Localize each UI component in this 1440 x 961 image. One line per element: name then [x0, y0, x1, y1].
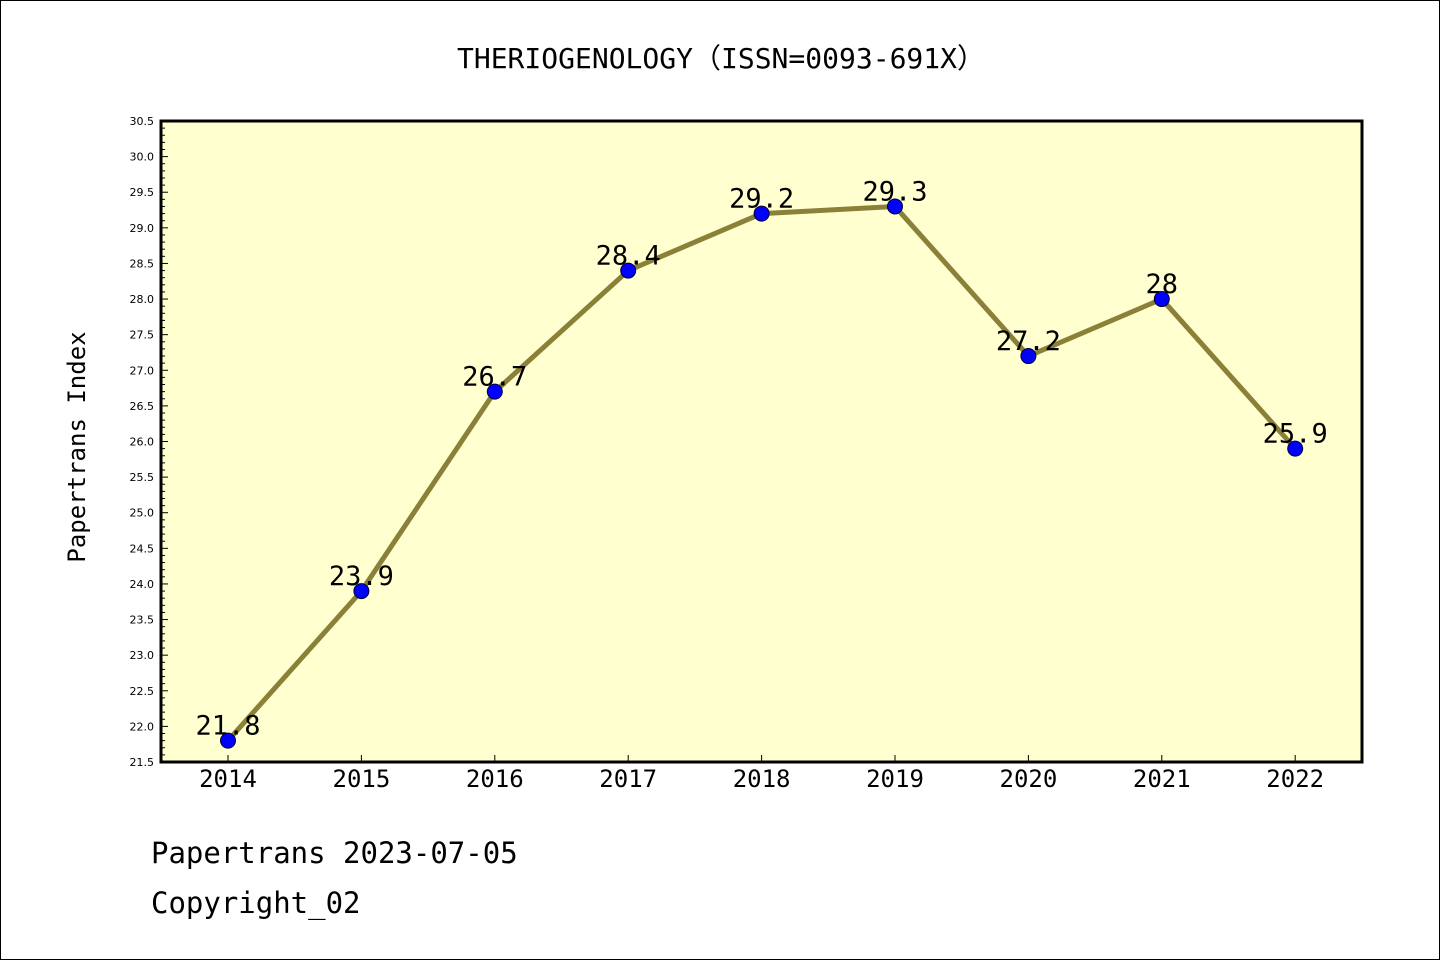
y-tick-label: 23.5 — [130, 614, 155, 627]
y-tick-label: 28.0 — [130, 293, 155, 306]
y-tick-label: 21.5 — [130, 756, 155, 769]
x-tick-label: 2021 — [1133, 765, 1191, 793]
data-point — [1287, 440, 1304, 457]
data-label: 28.4 — [596, 241, 661, 272]
x-tick-label: 2014 — [199, 765, 257, 793]
data-point — [887, 198, 903, 215]
x-tick-label: 2018 — [733, 765, 791, 793]
data-label: 23.9 — [329, 561, 394, 592]
y-tick-label: 24.5 — [130, 542, 155, 555]
x-tick-label: 2019 — [866, 765, 924, 793]
y-tick-label: 30.5 — [130, 115, 155, 128]
data-point — [1020, 348, 1037, 365]
data-point — [220, 732, 236, 749]
data-label: 29.3 — [862, 176, 927, 207]
x-axis: 2014 2015 2016 2017 2018 2019 2020 2021 2022 — [199, 755, 1324, 793]
y-axis-label: Papertrans Index — [63, 331, 91, 562]
data-label: 21.8 — [195, 711, 260, 742]
y-tick-label: 27.0 — [130, 364, 155, 377]
x-tick-label: 2022 — [1266, 765, 1324, 793]
y-tick-label: 27.5 — [130, 329, 155, 342]
y-tick-label: 26.5 — [130, 400, 155, 413]
x-tick-label: 2020 — [1000, 765, 1058, 793]
y-tick-label: 25.0 — [130, 507, 155, 520]
y-tick-label: 25.5 — [130, 471, 155, 484]
y-tick-label: 23.0 — [130, 649, 155, 662]
data-point — [486, 383, 503, 400]
data-point — [353, 583, 370, 600]
y-axis: 21.5 22.0 22.5 23.0 23.5 24.0 24.5 25.0 25.5 26.0… — [130, 115, 168, 769]
series-layer: 21.8 23.9 26.7 28.4 29.2 29.3 27.2 28 25.9 — [195, 176, 1328, 749]
y-tick-label: 29.0 — [130, 222, 155, 235]
footer-date-line: Papertrans 2023-07-05 — [151, 836, 518, 870]
data-point — [620, 262, 637, 279]
plot-area — [159, 119, 1364, 764]
data-label: 28 — [1146, 269, 1179, 300]
y-tick-label: 30.0 — [130, 151, 155, 164]
data-label: 27.2 — [996, 326, 1061, 357]
x-tick-label: 2017 — [599, 765, 657, 793]
chart-title: THERIOGENOLOGY（ISSN=0093-691X） — [457, 42, 985, 75]
data-label: 25.9 — [1263, 419, 1328, 450]
y-tick-label: 22.0 — [130, 720, 155, 733]
x-tick-label: 2016 — [466, 765, 524, 793]
y-tick-label: 24.0 — [130, 578, 155, 591]
y-tick-label: 26.0 — [130, 436, 155, 449]
y-tick-label: 28.5 — [130, 257, 155, 270]
data-label: 29.2 — [729, 184, 794, 215]
data-label: 26.7 — [462, 362, 527, 393]
data-point — [753, 205, 770, 222]
y-tick-label: 29.5 — [130, 186, 155, 199]
data-point — [1153, 291, 1170, 308]
y-tick-label: 22.5 — [130, 685, 155, 698]
footer-copyright-line: Copyright_02 — [151, 886, 361, 920]
x-tick-label: 2015 — [333, 765, 391, 793]
